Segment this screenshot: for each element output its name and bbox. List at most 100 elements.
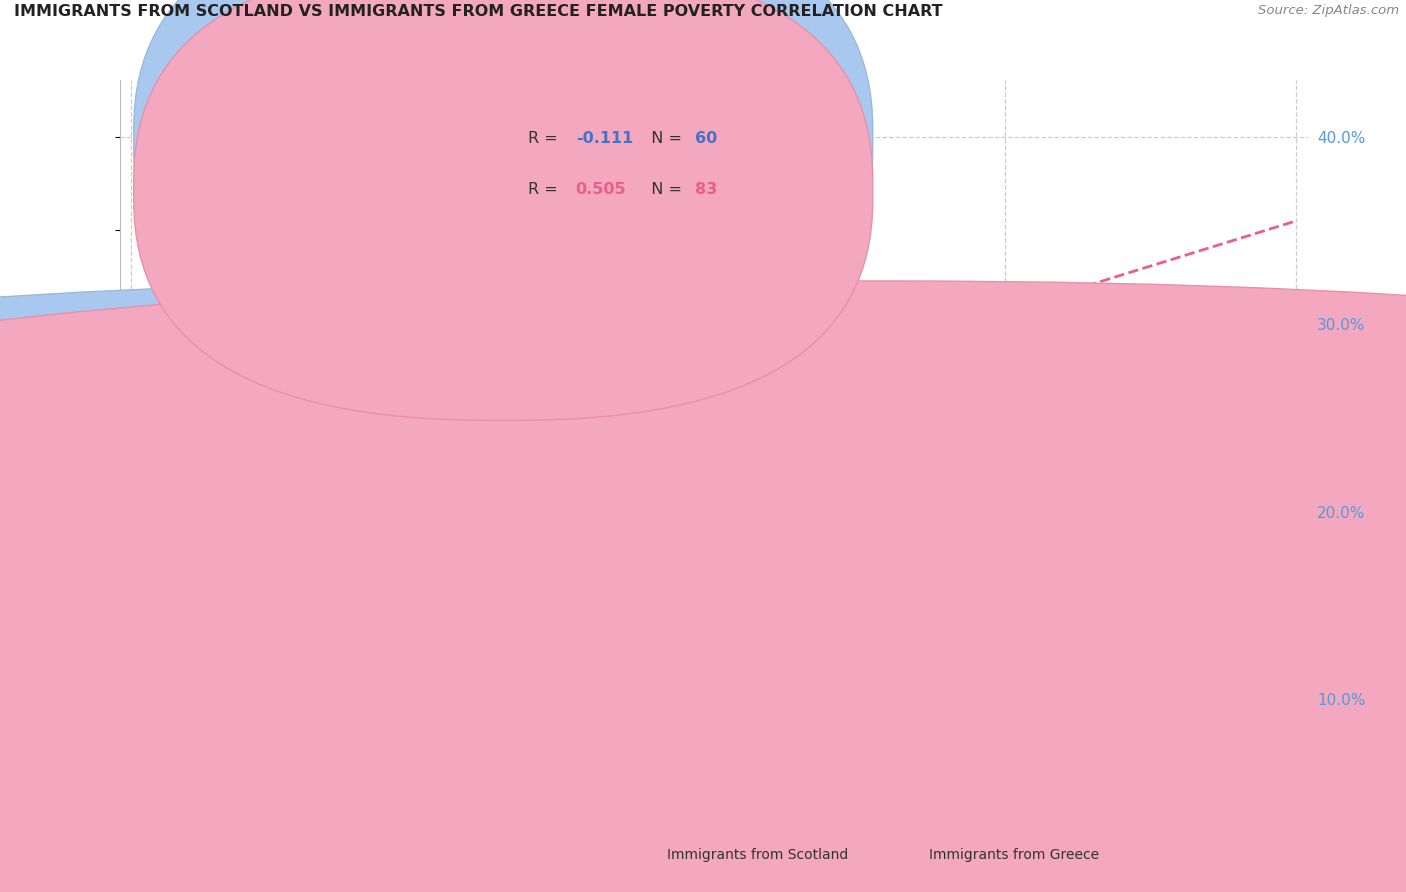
Point [877, 757, 900, 772]
Point [295, 551, 318, 566]
Text: 0.505: 0.505 [575, 183, 626, 197]
FancyBboxPatch shape [134, 0, 873, 420]
Point [125, 392, 148, 406]
Point [225, 542, 247, 557]
Point [184, 621, 207, 635]
Text: Immigrants from Greece: Immigrants from Greece [929, 848, 1099, 862]
Point [179, 626, 201, 640]
Point [125, 632, 148, 647]
Point [283, 565, 305, 579]
Point [342, 538, 364, 552]
Point [266, 551, 288, 566]
Point [190, 583, 212, 598]
Point [207, 614, 229, 628]
Point [586, 621, 609, 635]
Point [702, 714, 725, 729]
Text: R =: R = [529, 131, 562, 146]
Point [195, 607, 218, 622]
Text: R =: R = [529, 183, 562, 197]
Point [207, 658, 229, 673]
Point [149, 681, 172, 695]
Point [307, 551, 329, 566]
Point [323, 546, 346, 560]
Point [149, 658, 172, 673]
Point [295, 575, 318, 590]
Point [132, 682, 155, 697]
Point [184, 739, 207, 753]
Point [166, 565, 188, 579]
Point [143, 668, 166, 682]
Point [125, 401, 148, 416]
Text: Source: ZipAtlas.com: Source: ZipAtlas.com [1258, 4, 1399, 18]
Point [125, 354, 148, 368]
Point [225, 570, 247, 584]
Point [155, 714, 177, 729]
Point [353, 589, 375, 603]
Point [382, 595, 405, 609]
Point [266, 557, 288, 571]
Point [266, 570, 288, 584]
Point [411, 602, 433, 616]
Point [247, 570, 270, 584]
Point [295, 557, 318, 571]
Point [138, 670, 160, 684]
Point [342, 580, 364, 594]
Point [236, 561, 259, 575]
Point [190, 645, 212, 659]
Point [266, 602, 288, 616]
Point [364, 527, 387, 541]
Point [125, 682, 148, 697]
Point [125, 589, 148, 603]
Point [132, 655, 155, 669]
Point [818, 745, 841, 759]
Text: -0.111: -0.111 [575, 131, 633, 146]
Point [166, 662, 188, 676]
Point [149, 607, 172, 622]
Point [411, 570, 433, 584]
Point [207, 575, 229, 590]
Point [731, 720, 754, 734]
Point [132, 561, 155, 575]
Point [283, 595, 305, 609]
Point [179, 602, 201, 616]
Point [143, 377, 166, 392]
Point [143, 664, 166, 678]
Point [190, 607, 212, 622]
Point [125, 658, 148, 673]
Point [614, 636, 637, 650]
Point [382, 519, 405, 533]
Point [179, 589, 201, 603]
Point [283, 565, 305, 579]
Point [155, 602, 177, 616]
Point [138, 670, 160, 684]
Point [190, 745, 212, 759]
Point [201, 602, 224, 616]
Point [236, 776, 259, 790]
Point [166, 640, 188, 654]
Text: 20.0%: 20.0% [1247, 846, 1296, 861]
Point [155, 665, 177, 680]
Point [143, 595, 166, 609]
FancyBboxPatch shape [0, 281, 1406, 892]
Point [527, 602, 550, 616]
Point [143, 670, 166, 684]
Point [236, 565, 259, 579]
Point [440, 599, 463, 613]
Point [848, 752, 870, 766]
Point [155, 575, 177, 590]
Point [761, 726, 783, 740]
Point [440, 565, 463, 579]
Point [125, 551, 148, 566]
Point [236, 583, 259, 598]
Point [207, 551, 229, 566]
Point [499, 614, 522, 628]
Text: N =: N = [641, 183, 688, 197]
Point [125, 677, 148, 691]
Point [125, 570, 148, 584]
Point [673, 711, 696, 725]
Point [207, 764, 229, 778]
Point [166, 726, 188, 740]
Point [173, 730, 195, 744]
Point [160, 720, 183, 734]
Point [143, 707, 166, 722]
